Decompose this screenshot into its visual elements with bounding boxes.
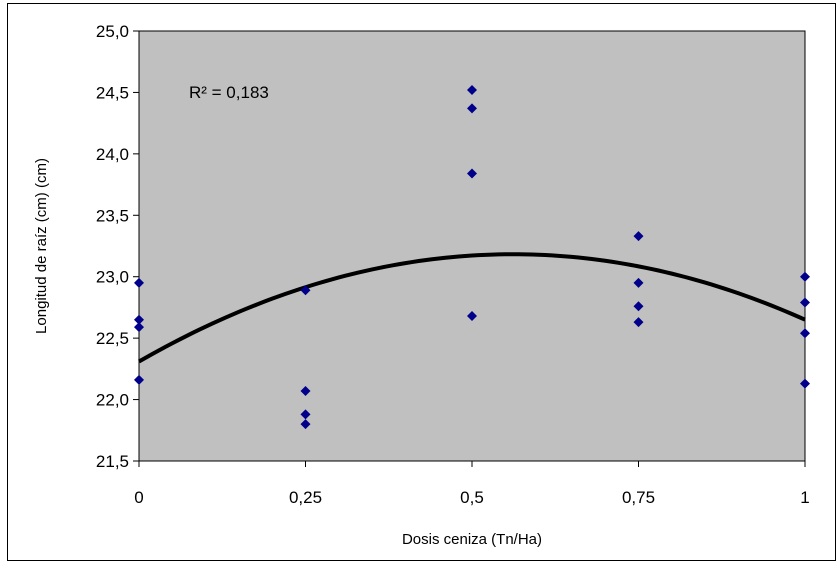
data-point-marker [800,271,810,282]
y-tick-label: 21,5 [96,452,129,471]
data-points [134,84,810,430]
data-point-marker [467,168,477,179]
x-tick-label: 0,5 [460,488,484,507]
x-tick-label: 0,25 [289,488,322,507]
x-tick-label: 0,75 [622,488,655,507]
r-squared-annotation: R² = 0,183 [189,83,269,102]
data-point-marker [134,374,144,385]
y-axis-ticks: 21,5 22,0 22,5 23,0 23,5 24,0 24,5 25,0 [96,22,139,471]
y-tick-label: 23,5 [96,206,129,225]
y-tick-label: 25,0 [96,22,129,41]
plot-area [138,30,806,462]
data-point-marker [134,314,144,325]
data-point-marker [300,385,311,396]
data-point-marker [300,409,311,420]
data-point-marker [134,277,144,288]
data-point-marker [800,328,810,339]
data-point-marker [633,277,644,288]
x-tick-label: 1 [800,488,809,507]
y-tick-label: 22,5 [96,329,129,348]
y-tick-label: 23,0 [96,268,129,287]
data-point-marker [467,84,477,95]
scatter-chart: 21,5 22,0 22,5 23,0 23,5 24,0 24,5 25,0 0 0,25 0,… [33,22,810,548]
data-point-marker [800,378,810,389]
data-point-marker [300,285,311,296]
y-tick-label: 22,0 [96,391,129,410]
y-axis-title: Longitud de raíz (cm) (cm) [33,158,50,334]
x-axis-title: Dosis ceniza (Tn/Ha) [402,531,542,548]
data-point-marker [467,311,477,322]
x-tick-label: 0 [134,488,143,507]
data-point-marker [134,322,144,333]
y-tick-label: 24,0 [96,145,129,164]
data-point-marker [800,297,810,308]
chart-frame: 21,5 22,0 22,5 23,0 23,5 24,0 24,5 25,0 0 0,25 0,… [7,3,836,561]
data-point-marker [300,419,311,430]
trendline [138,252,806,364]
data-point-marker [633,301,644,312]
y-tick-label: 24,5 [96,83,129,102]
data-point-marker [467,103,477,114]
data-point-marker [633,317,644,328]
x-axis-ticks: 0 0,25 0,5 0,75 1 [134,461,810,507]
data-point-marker [633,231,644,242]
